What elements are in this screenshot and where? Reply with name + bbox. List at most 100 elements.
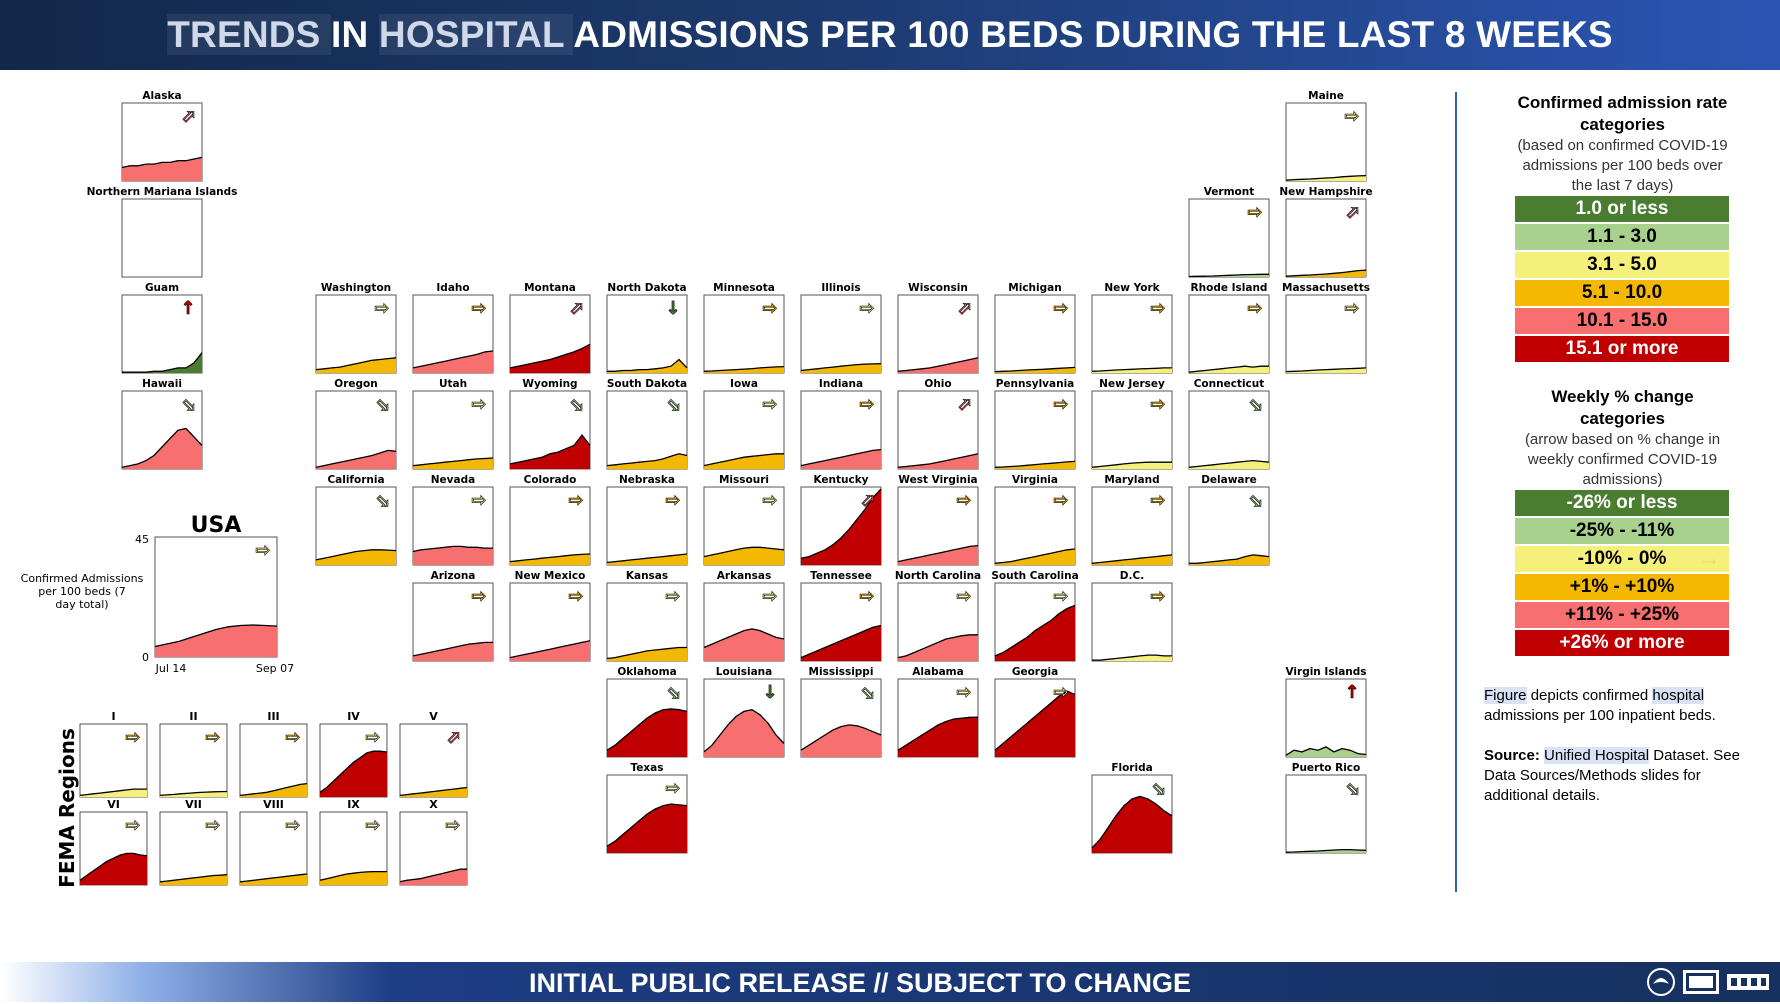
panel-label: Wisconsin [908, 282, 968, 294]
panel-alabama: Alabama ⇨ [897, 666, 979, 758]
panel-hawaii: Hawaii ⬂ [121, 378, 203, 470]
down-right-arrow-icon: ⬂ [1247, 394, 1262, 415]
series-line [412, 641, 493, 657]
down-right-arrow-icon: ⬂ [665, 682, 680, 703]
panel-label: Louisiana [716, 666, 772, 678]
panel-nebraska: Nebraska ⇨ [606, 474, 688, 566]
change-legend-title: Weekly % change categories [1551, 387, 1694, 428]
up-right-arrow-icon: ⬀ [956, 394, 971, 415]
usa-ylabel-line: day total) [55, 598, 108, 611]
change-category-arrow-icon: ↗ [1698, 601, 1720, 628]
down-right-arrow-icon: ⬂ [374, 394, 389, 415]
series-line [606, 708, 688, 751]
panel-virginia: Virginia ⇨ [994, 474, 1076, 566]
series-line [412, 545, 493, 553]
panel-label: Virgin Islands [1285, 666, 1366, 678]
change-category-box: +1% - +10% [1515, 574, 1729, 600]
panel-frame [1188, 486, 1270, 566]
series-line [154, 624, 278, 648]
down-right-arrow-icon: ⬂ [1150, 778, 1165, 799]
panel-label: Ohio [924, 378, 951, 390]
panel-montana: Montana ⬀ [509, 282, 591, 374]
right-arrow-icon: ⇨ [762, 298, 777, 319]
right-arrow-icon: ⇨ [956, 682, 971, 703]
panel-label: Washington [321, 282, 391, 294]
area-series [1189, 460, 1269, 469]
area-series [80, 853, 147, 885]
right-arrow-icon: ⇨ [859, 298, 874, 319]
panel-new-mexico: New Mexico ⇨ [509, 570, 591, 662]
change-category-box: +11% - +25% [1515, 602, 1729, 628]
panel-delaware: Delaware ⬂ [1188, 474, 1270, 566]
series-line [606, 803, 688, 847]
series-line [1285, 367, 1367, 373]
panel-label: New York [1104, 282, 1160, 294]
panel-frame [1285, 678, 1367, 758]
area-series [607, 708, 687, 757]
panel-frame [1188, 294, 1270, 374]
right-arrow-icon: ⇨ [956, 490, 971, 511]
right-arrow-icon: ⇨ [1053, 586, 1068, 607]
area-series [122, 428, 202, 469]
right-arrow-icon: ⇨ [1247, 202, 1262, 223]
panel-label: Idaho [436, 282, 469, 294]
area-series [510, 435, 590, 469]
series-line [1091, 461, 1172, 468]
panel-missouri: Missouri ⇨ [703, 474, 785, 566]
panel-california: California ⬂ [315, 474, 397, 566]
panel-label: I [111, 710, 115, 723]
source-note-part-2: Dataset. See Data Sources/Methods slides… [1484, 747, 1740, 804]
right-arrow-icon: ⇨ [125, 727, 140, 748]
footer-text: INITIAL PUBLIC RELEASE // SUBJECT TO CHA… [528, 968, 1192, 998]
series-line [703, 546, 785, 558]
figure-note-part-3: hospital [1652, 687, 1705, 704]
panel-frame [412, 390, 494, 470]
panel-frame [399, 723, 468, 798]
area-series [607, 804, 687, 853]
area-series [801, 724, 881, 757]
panel-south-carolina: South Carolina ⇨ [991, 570, 1079, 662]
area-series [413, 351, 493, 373]
area-series [122, 157, 202, 181]
panel-iv: IV ⇨ [319, 710, 388, 798]
panel-label: Vermont [1204, 186, 1255, 198]
rate-category-box: 3.1 - 5.0 [1515, 252, 1729, 278]
panel-label: Maine [1308, 90, 1344, 102]
change-category-box: +26% or more [1515, 630, 1729, 656]
up-arrow-icon: ↑ [180, 298, 195, 319]
panel-new-jersey: New Jersey ⇨ [1091, 378, 1173, 470]
panel-puerto-rico: Puerto Rico ⬂ [1285, 762, 1367, 854]
panel-label: Massachusetts [1282, 282, 1370, 294]
right-arrow-icon: ⇨ [1053, 490, 1068, 511]
panel-x: X⇨ [399, 798, 468, 886]
footer-bar [0, 962, 1780, 1002]
panel-illinois: Illinois ⇨ [800, 282, 882, 374]
source-note: Source: Unified Hospital Dataset. See Da… [1484, 746, 1754, 806]
panel-frame [509, 486, 591, 566]
rate-legend-title: Confirmed admission rate categories [1517, 93, 1728, 134]
usa-x-start-label: Jul 14 [155, 662, 187, 675]
panel-label: Arkansas [717, 570, 771, 582]
right-arrow-icon: ⇨ [365, 815, 380, 836]
page-title-word: HOSPITAL [378, 14, 574, 55]
series-line [897, 716, 978, 751]
panel-northern-mariana-islands: Northern Mariana Islands [87, 186, 237, 278]
right-arrow-icon: ⇨ [1344, 106, 1359, 127]
right-arrow-icon: ⇨ [665, 586, 680, 607]
panel-label: Maryland [1104, 474, 1159, 486]
panel-louisiana: Louisiana ↓ [703, 666, 785, 758]
area-series [320, 751, 387, 797]
area-series [80, 789, 147, 797]
series-line [315, 449, 397, 468]
panel-label: Mississippi [809, 666, 874, 678]
up-right-arrow-icon: ⬀ [445, 727, 460, 748]
right-arrow-icon: ⇨ [665, 778, 680, 799]
panel-ohio: Ohio ⬀ [897, 378, 979, 470]
page-title-word: IN [331, 14, 379, 55]
change-category-box: -10% - 0% [1515, 546, 1729, 572]
series-line [1091, 367, 1172, 372]
panel-label: Colorado [524, 474, 577, 486]
panel-frame [239, 811, 308, 886]
down-right-arrow-icon: ⬂ [180, 394, 195, 415]
panel-north-carolina: North Carolina ⇨ [895, 570, 981, 662]
